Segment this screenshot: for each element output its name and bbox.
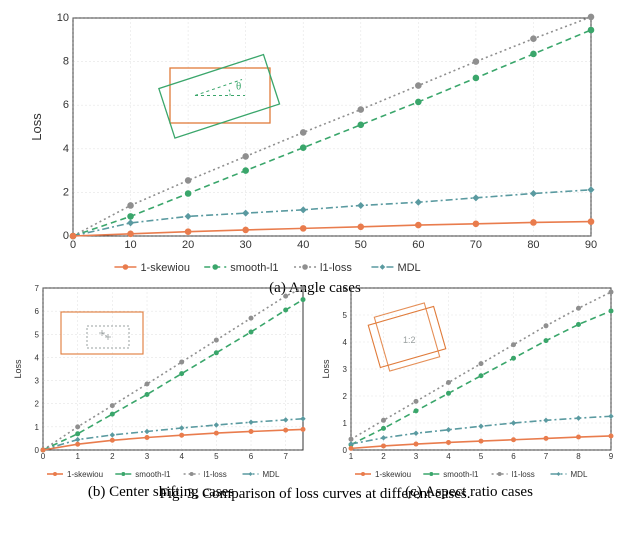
svg-text:smooth-l1: smooth-l1 <box>135 470 171 479</box>
svg-text:10: 10 <box>124 239 136 251</box>
svg-text:0: 0 <box>343 446 348 455</box>
svg-text:1-skewiou: 1-skewiou <box>140 262 190 274</box>
svg-text:2: 2 <box>381 452 386 461</box>
svg-text:7: 7 <box>35 284 40 293</box>
svg-text:l1-loss: l1-loss <box>204 470 227 479</box>
svg-text:1: 1 <box>349 452 354 461</box>
svg-text:5: 5 <box>214 452 219 461</box>
svg-text:8: 8 <box>576 452 581 461</box>
svg-text:6: 6 <box>63 99 69 111</box>
svg-text:1: 1 <box>35 423 40 432</box>
svg-text:1:2: 1:2 <box>403 335 416 345</box>
chart-angle-cases: 0 2 4 6 8 10 0 10 20 30 40 50 60 70 80 90 Loss 1-skewiou s… <box>25 8 605 278</box>
svg-text:0: 0 <box>35 446 40 455</box>
svg-text:40: 40 <box>297 239 309 251</box>
svg-text:70: 70 <box>470 239 482 251</box>
svg-text:MDL: MDL <box>263 470 280 479</box>
svg-text:smooth-l1: smooth-l1 <box>230 262 278 274</box>
svg-text:l1-loss: l1-loss <box>320 262 352 274</box>
chart-aspect-ratio-cases: 0123456123456789Loss1-skewiousmooth-l1l1… <box>319 282 619 482</box>
svg-text:6: 6 <box>511 452 516 461</box>
svg-text:4: 4 <box>35 353 40 362</box>
svg-text:1-skewiou: 1-skewiou <box>67 470 103 479</box>
svg-text:Loss: Loss <box>29 113 44 141</box>
svg-text:1: 1 <box>343 419 348 428</box>
svg-text:4: 4 <box>446 452 451 461</box>
svg-text:0: 0 <box>63 230 69 242</box>
svg-text:2: 2 <box>343 392 348 401</box>
svg-text:4: 4 <box>179 452 184 461</box>
svg-text:Loss: Loss <box>321 359 331 379</box>
svg-text:smooth-l1: smooth-l1 <box>443 470 479 479</box>
svg-text:0: 0 <box>41 452 46 461</box>
svg-text:4: 4 <box>63 143 69 155</box>
svg-text:10: 10 <box>57 12 69 24</box>
svg-text:3: 3 <box>414 452 419 461</box>
svg-text:7: 7 <box>283 452 288 461</box>
svg-text:3: 3 <box>35 377 40 386</box>
svg-text:80: 80 <box>527 239 539 251</box>
svg-text:8: 8 <box>63 56 69 68</box>
svg-text:3: 3 <box>343 365 348 374</box>
svg-text:9: 9 <box>609 452 614 461</box>
chart-center-shift-cases: 0 1 2 3 4 5 6 7 0 1 2 3 4 5 6 7 Loss 1-skewiou smooth-l1 l1… <box>11 282 311 482</box>
svg-text:4: 4 <box>343 338 348 347</box>
svg-text:MDL: MDL <box>571 470 588 479</box>
svg-text:60: 60 <box>412 239 424 251</box>
svg-text:1: 1 <box>75 452 80 461</box>
svg-text:50: 50 <box>355 239 367 251</box>
svg-text:90: 90 <box>585 239 597 251</box>
svg-text:6: 6 <box>35 307 40 316</box>
svg-text:1-skewiou: 1-skewiou <box>375 470 411 479</box>
svg-text:2: 2 <box>35 400 40 409</box>
svg-text:6: 6 <box>249 452 254 461</box>
svg-text:5: 5 <box>343 311 348 320</box>
svg-text:5: 5 <box>35 330 40 339</box>
subcaption-c: (c) Aspect ratio cases <box>319 484 619 501</box>
svg-text:Loss: Loss <box>13 359 23 379</box>
figure-3: 02468100102030405060708090Loss1-skewious… <box>8 8 622 503</box>
svg-text:5: 5 <box>479 452 484 461</box>
svg-text:20: 20 <box>182 239 194 251</box>
svg-text:0: 0 <box>70 239 76 251</box>
svg-text:2: 2 <box>110 452 115 461</box>
svg-text:MDL: MDL <box>397 262 420 274</box>
svg-text:6: 6 <box>343 284 348 293</box>
svg-text:θ: θ <box>236 81 241 93</box>
svg-text:7: 7 <box>544 452 549 461</box>
svg-text:30: 30 <box>240 239 252 251</box>
svg-text:l1-loss: l1-loss <box>512 470 535 479</box>
subcaption-b: (b) Center shifting cases <box>11 484 311 501</box>
svg-text:3: 3 <box>145 452 150 461</box>
svg-text:2: 2 <box>63 186 69 198</box>
